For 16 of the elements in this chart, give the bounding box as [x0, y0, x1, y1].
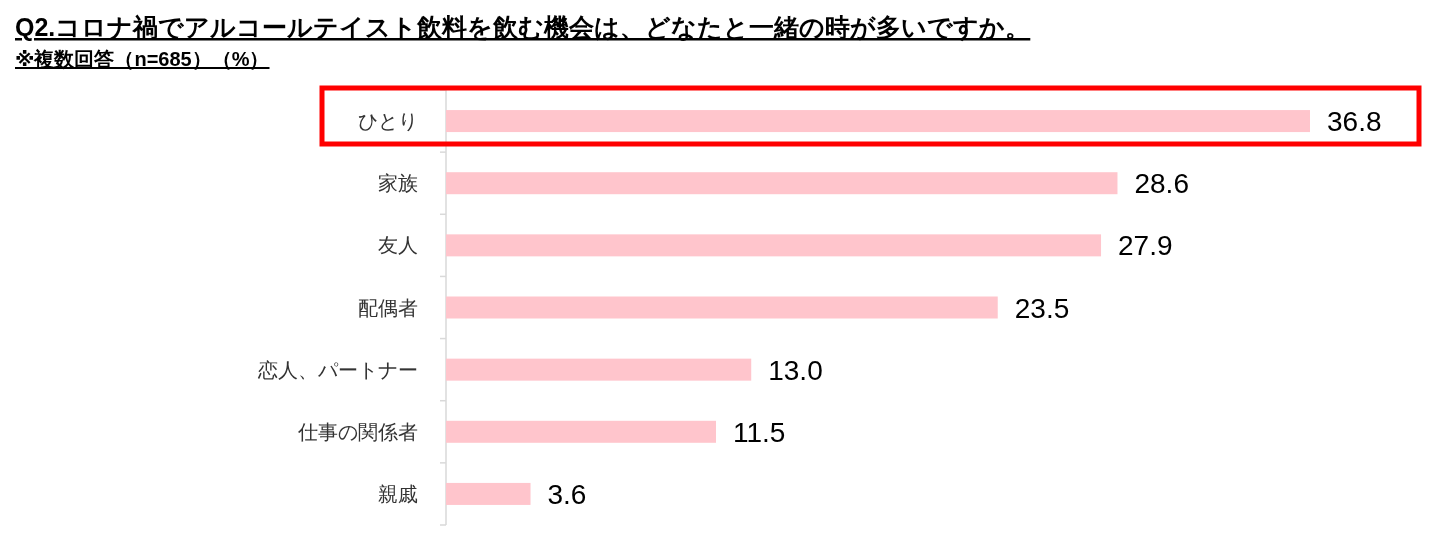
data-label: 36.8	[1327, 106, 1382, 138]
y-tick-label: 配偶者	[358, 296, 418, 319]
data-label: 13.0	[768, 354, 823, 386]
data-label: 28.6	[1134, 168, 1189, 200]
y-tick-label: 仕事の関係者	[297, 420, 418, 443]
data-label: 11.5	[733, 416, 786, 448]
y-tick-label: 家族	[378, 172, 418, 195]
y-tick-label: ひとり	[358, 110, 418, 133]
data-label: 3.6	[547, 478, 587, 510]
y-tick-label: 友人	[378, 234, 418, 257]
text: ※複数回答（n=685）（%）	[15, 48, 270, 70]
chart-title: Q2.コロナ禍でアルコールテイスト飲料を飲む機会は、どなたと一緒の時が多いですか。	[15, 13, 1031, 42]
data-label: 23.5	[1014, 292, 1070, 324]
y-tick-label: 恋人、パートナー	[257, 358, 418, 381]
data-label: 27.9	[1118, 230, 1173, 262]
y-tick-label: 親戚	[378, 482, 418, 505]
